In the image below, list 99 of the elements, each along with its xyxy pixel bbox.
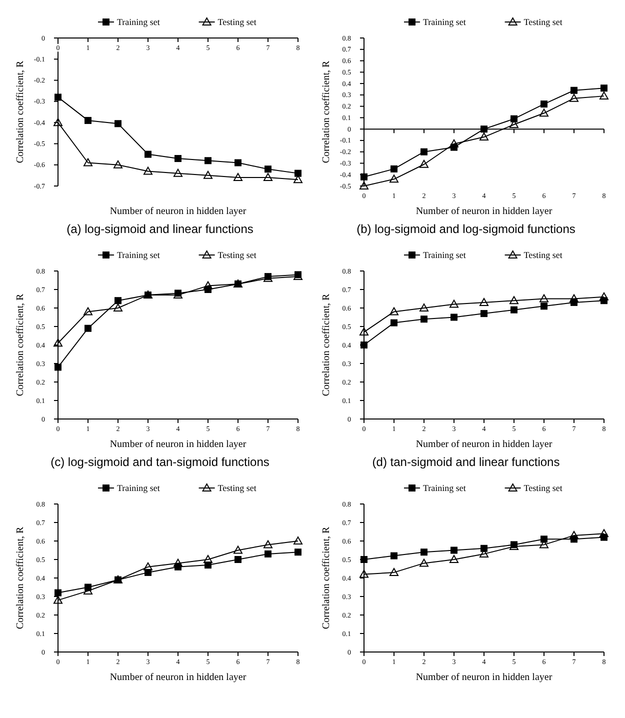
legend-label: Training set — [423, 482, 466, 493]
point — [294, 170, 302, 177]
point — [450, 314, 458, 321]
x-axis-title: Number of neuron in hidden layer — [110, 206, 247, 217]
x-axis-title: Number of neuron in hidden layer — [416, 206, 553, 217]
point — [510, 306, 518, 314]
point — [294, 548, 302, 556]
point — [480, 310, 488, 318]
point — [204, 157, 212, 164]
point — [570, 94, 578, 102]
point — [84, 324, 92, 332]
point — [480, 132, 488, 141]
point — [390, 165, 398, 172]
point — [174, 168, 182, 177]
point — [264, 550, 272, 558]
y-axis-title: Correlation coefficient, R — [321, 60, 332, 164]
point — [540, 536, 548, 543]
point — [510, 296, 518, 304]
text: (c) log-sigmoid and tan-sigmoid functions — [50, 455, 270, 469]
point — [54, 118, 62, 126]
point — [600, 529, 608, 538]
point — [264, 540, 272, 548]
point — [360, 570, 368, 578]
y-axis-title: Correlation coefficient, R — [321, 294, 332, 396]
legend-label: Testing set — [524, 16, 563, 27]
point — [600, 84, 608, 92]
point — [264, 173, 272, 182]
point — [360, 328, 368, 336]
x-axis-title: Number of neuron in hidden layer — [110, 439, 247, 450]
point — [390, 319, 398, 326]
point — [264, 166, 272, 173]
legend-label: Training set — [117, 16, 160, 27]
point — [84, 158, 92, 166]
legend-label: Training set — [423, 250, 466, 260]
y-axis-title: Correlation coefficient, R — [15, 294, 26, 396]
point — [144, 562, 152, 570]
point — [420, 304, 428, 312]
point — [450, 300, 458, 308]
text: (d) tan-sigmoid and linear functions — [372, 455, 560, 469]
point — [234, 159, 242, 166]
point — [234, 546, 242, 554]
text: (b) log-sigmoid and log-sigmoid functions — [356, 222, 576, 236]
point — [360, 182, 368, 190]
point — [420, 558, 428, 567]
point — [294, 536, 302, 544]
point — [420, 148, 428, 156]
point — [234, 556, 242, 563]
point — [420, 160, 428, 168]
point — [54, 338, 62, 347]
point — [420, 316, 428, 323]
point — [84, 116, 92, 124]
point — [450, 546, 458, 554]
point — [540, 108, 548, 117]
point — [570, 86, 578, 94]
point — [114, 297, 122, 304]
legend-label: Training set — [117, 482, 160, 493]
point — [480, 544, 488, 552]
point — [54, 94, 62, 101]
legend-label: Training set — [423, 16, 466, 27]
point — [54, 596, 62, 604]
point — [450, 555, 458, 563]
legend-label: Testing set — [524, 482, 563, 493]
point — [600, 292, 608, 300]
point — [480, 298, 488, 306]
point — [54, 364, 62, 371]
point — [174, 155, 182, 162]
point — [540, 294, 548, 302]
y-axis-title: Correlation coefficient, R — [15, 60, 26, 164]
x-axis-title: Number of neuron in hidden layer — [110, 672, 247, 683]
point — [390, 174, 398, 183]
legend-label: Testing set — [218, 16, 257, 27]
point — [390, 552, 398, 560]
point — [390, 307, 398, 316]
text: (a) log-sigmoid and linear functions — [66, 222, 254, 236]
point — [144, 166, 152, 175]
point — [204, 170, 212, 179]
point — [84, 307, 92, 316]
point — [540, 302, 548, 310]
legend-label: Testing set — [524, 250, 563, 260]
y-axis-title: Correlation coefficient, R — [15, 526, 26, 630]
point — [510, 115, 518, 122]
legend-label: Testing set — [218, 250, 257, 260]
legend-label: Training set — [117, 250, 160, 260]
point — [600, 92, 608, 100]
x-axis-title: Number of neuron in hidden layer — [416, 439, 553, 450]
point — [114, 160, 122, 168]
point — [114, 304, 122, 312]
point — [144, 150, 152, 158]
point — [390, 568, 398, 576]
x-axis-title: Number of neuron in hidden layer — [416, 672, 553, 683]
point — [420, 548, 428, 556]
y-axis-title: Correlation coefficient, R — [321, 526, 332, 630]
point — [480, 126, 488, 133]
point — [234, 173, 242, 182]
point — [114, 120, 122, 128]
point — [540, 100, 548, 108]
point — [204, 555, 212, 563]
point — [54, 589, 62, 596]
legend-label: Testing set — [218, 482, 257, 493]
